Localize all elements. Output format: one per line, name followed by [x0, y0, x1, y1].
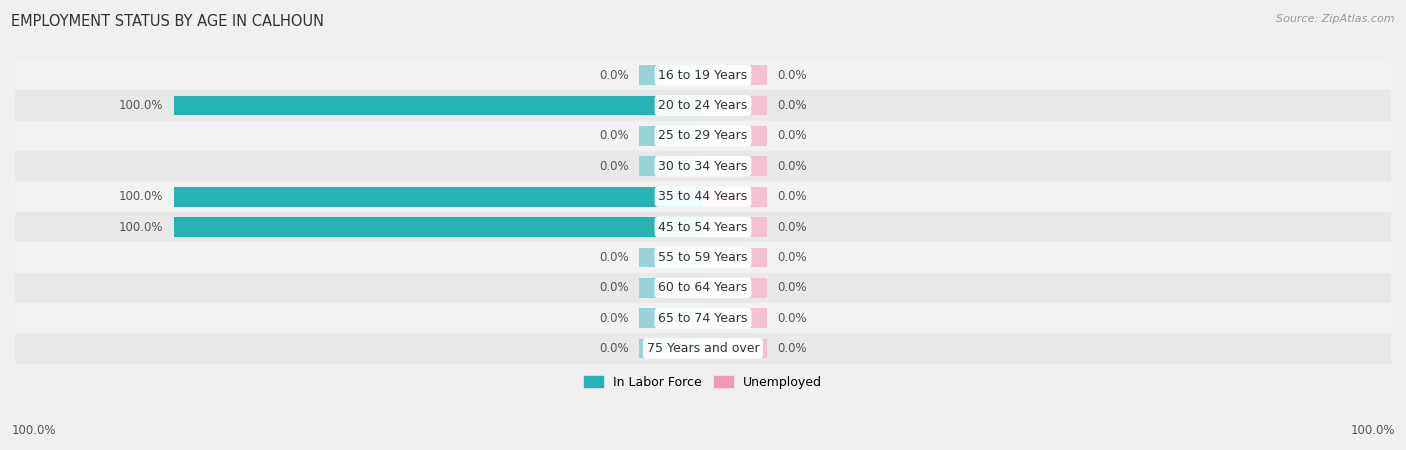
Text: 0.0%: 0.0% [778, 99, 807, 112]
Bar [703, 126, 766, 146]
Bar [640, 157, 703, 176]
Bar [703, 187, 766, 207]
Bar [640, 338, 703, 358]
Bar [703, 157, 766, 176]
Text: 0.0%: 0.0% [778, 130, 807, 142]
Text: Source: ZipAtlas.com: Source: ZipAtlas.com [1277, 14, 1395, 23]
Bar [15, 242, 1391, 273]
Text: 35 to 44 Years: 35 to 44 Years [658, 190, 748, 203]
Text: 0.0%: 0.0% [778, 281, 807, 294]
Bar [703, 278, 766, 297]
Bar [703, 308, 766, 328]
Bar [703, 65, 766, 85]
Bar [640, 308, 703, 328]
Text: 20 to 24 Years: 20 to 24 Years [658, 99, 748, 112]
Bar [703, 338, 766, 358]
Bar [15, 90, 1391, 121]
Text: 0.0%: 0.0% [778, 220, 807, 234]
Text: 0.0%: 0.0% [778, 160, 807, 173]
Text: 75 Years and over: 75 Years and over [647, 342, 759, 355]
Bar [703, 248, 766, 267]
Text: 16 to 19 Years: 16 to 19 Years [658, 69, 748, 82]
Bar [640, 65, 703, 85]
Bar [15, 60, 1391, 90]
Bar [15, 212, 1391, 242]
Legend: In Labor Force, Unemployed: In Labor Force, Unemployed [579, 371, 827, 394]
Bar [15, 273, 1391, 303]
Text: 100.0%: 100.0% [118, 99, 163, 112]
Text: 0.0%: 0.0% [778, 69, 807, 82]
Text: 0.0%: 0.0% [599, 130, 628, 142]
Bar [640, 278, 703, 297]
Bar [15, 303, 1391, 333]
Bar [174, 96, 703, 115]
Text: 55 to 59 Years: 55 to 59 Years [658, 251, 748, 264]
Text: 0.0%: 0.0% [778, 311, 807, 324]
Text: 100.0%: 100.0% [11, 423, 56, 436]
Text: 0.0%: 0.0% [599, 69, 628, 82]
Bar [640, 248, 703, 267]
Text: EMPLOYMENT STATUS BY AGE IN CALHOUN: EMPLOYMENT STATUS BY AGE IN CALHOUN [11, 14, 325, 28]
Text: 0.0%: 0.0% [599, 342, 628, 355]
Text: 0.0%: 0.0% [599, 311, 628, 324]
Text: 0.0%: 0.0% [599, 281, 628, 294]
Text: 0.0%: 0.0% [778, 251, 807, 264]
Text: 0.0%: 0.0% [778, 190, 807, 203]
Text: 25 to 29 Years: 25 to 29 Years [658, 130, 748, 142]
Bar [15, 121, 1391, 151]
Text: 0.0%: 0.0% [599, 160, 628, 173]
Bar [640, 126, 703, 146]
Text: 100.0%: 100.0% [118, 190, 163, 203]
Bar [15, 333, 1391, 364]
Bar [15, 151, 1391, 181]
Text: 45 to 54 Years: 45 to 54 Years [658, 220, 748, 234]
Text: 65 to 74 Years: 65 to 74 Years [658, 311, 748, 324]
Bar [703, 96, 766, 115]
Text: 30 to 34 Years: 30 to 34 Years [658, 160, 748, 173]
Text: 100.0%: 100.0% [118, 220, 163, 234]
Text: 0.0%: 0.0% [599, 251, 628, 264]
Text: 60 to 64 Years: 60 to 64 Years [658, 281, 748, 294]
Text: 0.0%: 0.0% [778, 342, 807, 355]
Text: 100.0%: 100.0% [1350, 423, 1395, 436]
Bar [174, 187, 703, 207]
Bar [174, 217, 703, 237]
Bar [15, 181, 1391, 212]
Bar [703, 217, 766, 237]
